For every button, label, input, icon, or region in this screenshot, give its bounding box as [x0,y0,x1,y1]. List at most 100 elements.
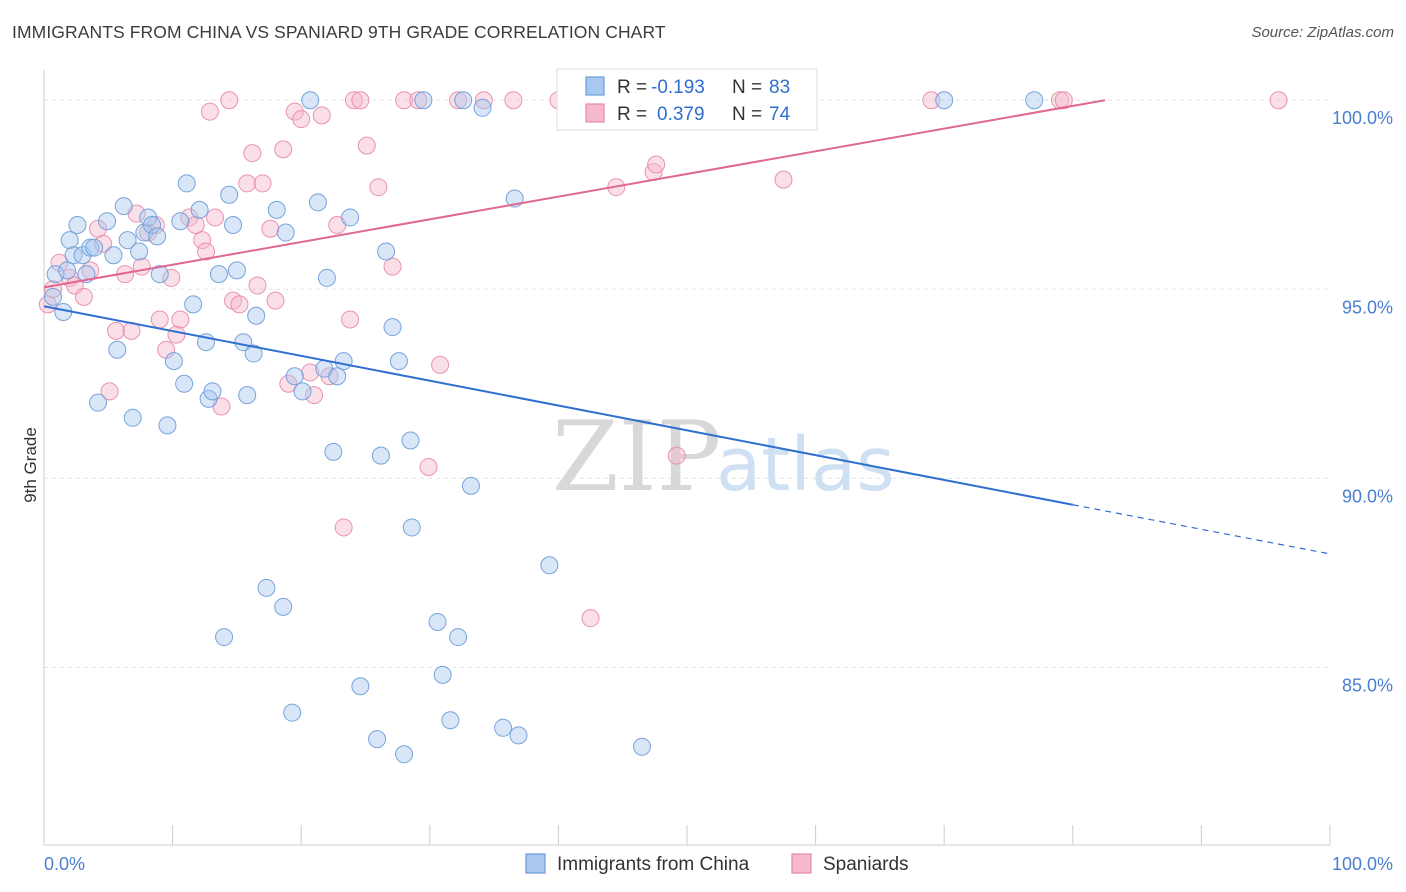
stats-legend: R = -0.193 N = 83 R = 0.379 N = 74 [556,68,818,131]
y-tick-label-0: 85.0% [1342,675,1393,695]
china-point-40 [238,386,257,405]
china-stat-swatch [585,76,605,96]
spaniards-point-31 [230,295,249,314]
spaniards-point-10 [107,321,126,340]
china-point-59 [368,730,387,749]
china-point-79 [632,737,651,756]
china-n-value: 83 [769,77,790,98]
china-point-33 [203,382,222,401]
china-point-11 [89,393,108,412]
china-point-49 [293,382,312,401]
china-point-69 [433,665,452,684]
spaniards-point-70 [922,91,941,110]
spaniards-point-54 [395,91,414,110]
y-tick-labels: 85.0% 90.0% 95.0% 100.0% [1332,108,1393,695]
y-tick-label-1: 90.0% [1342,486,1393,506]
china-point-74 [473,98,492,117]
china-point-50 [301,91,320,110]
china-point-9 [81,238,100,257]
china-point-68 [428,612,447,631]
china-point-64 [395,745,414,764]
china-point-43 [257,578,276,597]
chart-title: IMMIGRANTS FROM CHINA VS SPANIARD 9TH GR… [12,22,666,42]
spaniards-point-19 [162,268,181,287]
spaniards-point-51 [357,136,376,155]
china-point-27 [175,374,194,393]
spaniards-point-44 [312,106,331,125]
x-tick-labels: 0.0% 100.0% [44,854,1393,874]
china-point-42 [247,306,266,325]
spaniards-points [38,91,1288,628]
china-trend-line [43,305,1073,506]
china-n-label: N = [732,77,762,98]
spaniards-point-17 [150,310,169,329]
china-r-label: R = [617,77,647,98]
spaniards-point-48 [341,310,360,329]
spaniards-point-32 [238,174,257,193]
spaniards-point-36 [261,219,280,238]
china-point-72 [454,91,473,110]
china-point-38 [227,261,246,280]
spaniards-point-66 [647,155,666,174]
china-point-12 [98,212,117,231]
china-point-13 [104,246,123,265]
china-point-60 [371,446,390,465]
china-point-5 [64,246,83,265]
grid-layer [44,99,1330,668]
china-point-44 [267,200,286,219]
y-tick-label-3: 100.0% [1332,108,1393,128]
spaniards-trend-line [43,99,1106,289]
china-point-14 [108,340,127,359]
china-point-30 [190,200,209,219]
spaniards-point-37 [266,291,285,310]
y-tick-label-2: 95.0% [1342,297,1393,317]
china-point-41 [244,344,263,363]
china-point-66 [402,518,421,537]
china-point-35 [215,628,234,647]
spaniards-point-22 [180,208,199,227]
chart-source: Source: ZipAtlas.com [1251,24,1394,41]
china-point-63 [389,352,408,371]
china-point-58 [351,677,370,696]
china-point-15 [114,197,133,216]
china-point-17 [123,408,142,427]
china-point-61 [377,242,396,261]
china-point-4 [60,231,79,250]
spaniards-legend-label: Spaniards [823,854,909,875]
spaniards-point-2 [50,253,69,272]
spaniards-point-53 [383,257,402,276]
china-point-28 [177,174,196,193]
china-point-26 [171,212,190,231]
spaniards-point-52 [369,178,388,197]
spaniards-point-56 [419,457,438,476]
china-point-3 [58,261,77,280]
china-point-73 [461,476,480,495]
spaniards-point-42 [301,363,320,382]
china-point-82 [1025,91,1044,110]
spaniards-point-55 [409,91,428,110]
x-tick-label-1: 100.0% [1332,854,1393,874]
spaniards-point-27 [206,208,225,227]
spaniards-point-41 [292,110,311,129]
china-point-21 [143,216,162,234]
china-point-62 [383,318,402,337]
spaniards-point-73 [1269,91,1288,110]
china-point-47 [283,703,302,722]
spaniards-point-49 [344,91,363,110]
china-point-70 [441,711,460,730]
china-point-23 [150,265,169,284]
china-point-78 [540,556,559,575]
china-point-81 [935,91,954,110]
spaniards-point-39 [279,374,298,393]
spaniards-n-value: 74 [769,104,791,125]
china-trend-extension [1072,504,1331,555]
china-point-57 [341,208,360,227]
china-point-71 [449,628,468,647]
china-point-6 [68,216,87,234]
spaniards-point-63 [581,609,600,628]
china-point-51 [308,193,327,212]
china-point-18 [130,242,149,261]
spaniards-point-21 [171,310,190,329]
spaniards-point-9 [100,382,119,401]
